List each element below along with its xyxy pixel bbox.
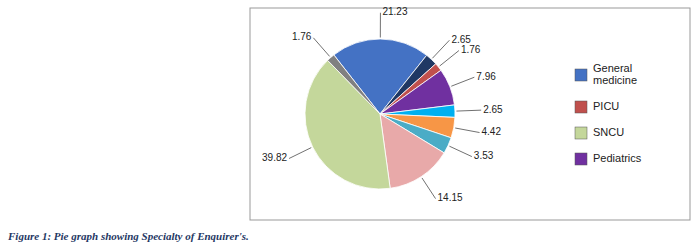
leader-line [313, 38, 329, 57]
data-label: 14.15 [438, 192, 463, 203]
legend-swatch [575, 69, 587, 81]
leader-line [289, 148, 311, 159]
data-label: 3.53 [474, 150, 494, 161]
data-label: 1.76 [292, 31, 312, 42]
legend-label: Pediatrics [593, 152, 642, 164]
legend-label: SNCU [593, 126, 624, 138]
legend: Generalmedicine PICU SNCU Pediatrics [575, 62, 642, 165]
data-label: 7.96 [476, 71, 496, 82]
legend-label-line: medicine [593, 74, 637, 86]
leader-line [455, 128, 479, 133]
chart-container: 21.232.651.767.962.654.423.5314.1539.821… [0, 0, 697, 250]
leader-line [451, 77, 474, 86]
data-labels: 21.232.651.767.962.654.423.5314.1539.821… [262, 6, 503, 203]
legend-label-line: PICU [593, 100, 619, 112]
caption: Figure 1: Pie graph showing Specialty of… [7, 230, 249, 242]
slices [305, 39, 455, 189]
legend-swatch [575, 101, 587, 113]
pie-slice [380, 114, 444, 188]
frame [250, 8, 690, 220]
leader-line [449, 146, 471, 156]
chart: 21.232.651.767.962.654.423.5314.1539.821… [0, 0, 697, 250]
legend-label-line: General [593, 62, 632, 74]
legend-label-line: SNCU [593, 126, 624, 138]
leader-line [456, 110, 481, 112]
pie-slice [328, 55, 380, 114]
leader-line [432, 40, 449, 58]
legend-label: Generalmedicine [593, 62, 637, 86]
leader-line [440, 51, 459, 67]
data-label: 4.42 [482, 126, 502, 137]
data-label: 21.23 [382, 6, 407, 17]
legend-swatch [575, 127, 587, 139]
data-label: 39.82 [262, 152, 287, 163]
leader-line [422, 178, 436, 199]
data-label: 1.76 [461, 44, 481, 55]
legend-label: PICU [593, 100, 619, 112]
legend-swatch [575, 153, 587, 165]
legend-label-line: Pediatrics [593, 152, 642, 164]
leader-line [380, 13, 381, 38]
data-label: 2.65 [483, 104, 503, 115]
